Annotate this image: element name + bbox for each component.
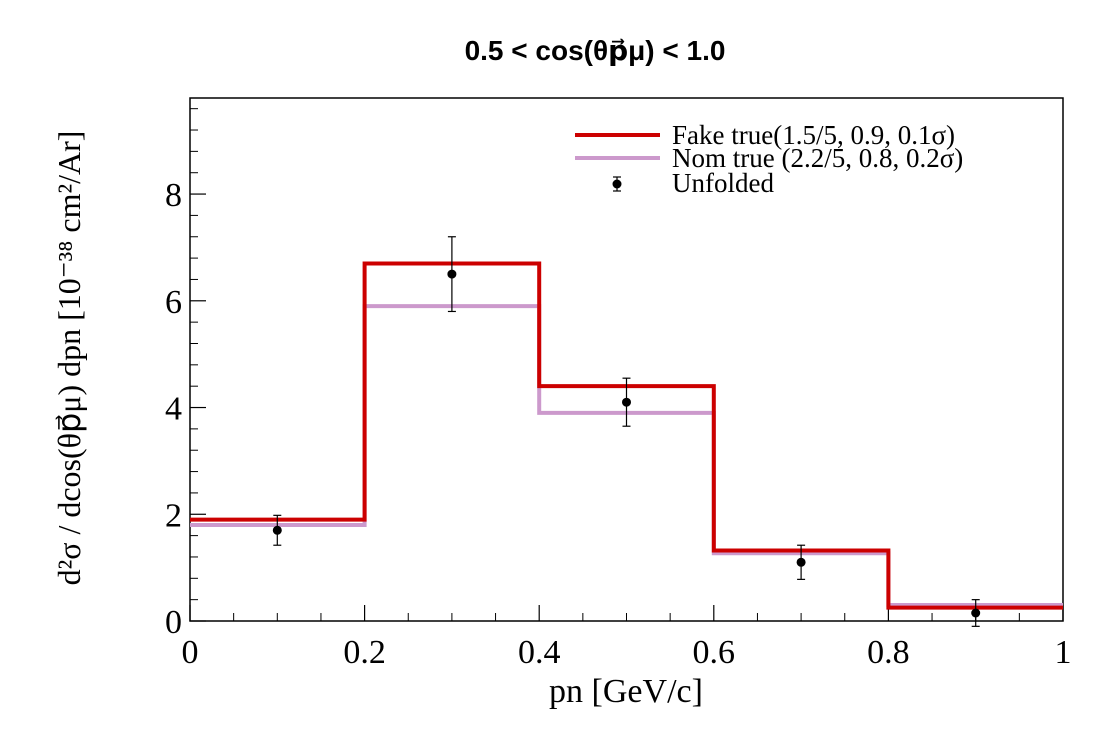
x-tick-label: 0 [182,634,199,671]
x-tick-label: 0.4 [518,634,561,671]
data-point [622,397,631,407]
series-layer [190,236,1063,627]
legend-label: Unfolded [672,168,774,198]
y-axis-label: d²σ / dcos(θp⃗μ) dpn [10⁻³⁸ cm²/Ar] [51,131,87,586]
x-axis-ticks: 0 0.2 0.4 0.6 0.8 1 [182,605,1072,671]
chart-title: 0.5 < cos(θp⃗μ) < 1.0 [465,35,726,66]
data-point [447,269,457,279]
legend-label: Fake true(1.5/5, 0.9, 0.1σ) [672,120,955,150]
plot-frame [189,97,1064,622]
y-axis-ticks: 0 2 4 6 8 [165,108,206,641]
histogram-line [190,261,1063,610]
x-axis-label: pn [GeV/c] [549,673,703,710]
data-point [272,525,282,535]
y-tick-label: 6 [165,284,182,321]
legend-label: Nom true (2.2/5, 0.8, 0.2σ) [672,143,963,173]
data-point [796,557,806,567]
x-tick-label: 0.8 [867,634,910,671]
histogram-line [190,304,1063,607]
legend-swatch-point [612,179,622,189]
x-tick-label: 0.6 [693,634,736,671]
y-tick-label: 0 [165,604,182,641]
y-tick-label: 2 [165,497,182,534]
x-tick-label: 1 [1055,634,1072,671]
x-tick-label: 0.2 [343,634,386,671]
data-point [971,608,981,618]
y-tick-label: 8 [165,177,182,214]
y-tick-label: 4 [165,391,182,428]
legend: Fake true(1.5/5, 0.9, 0.1σ)Nom true (2.2… [575,120,963,198]
